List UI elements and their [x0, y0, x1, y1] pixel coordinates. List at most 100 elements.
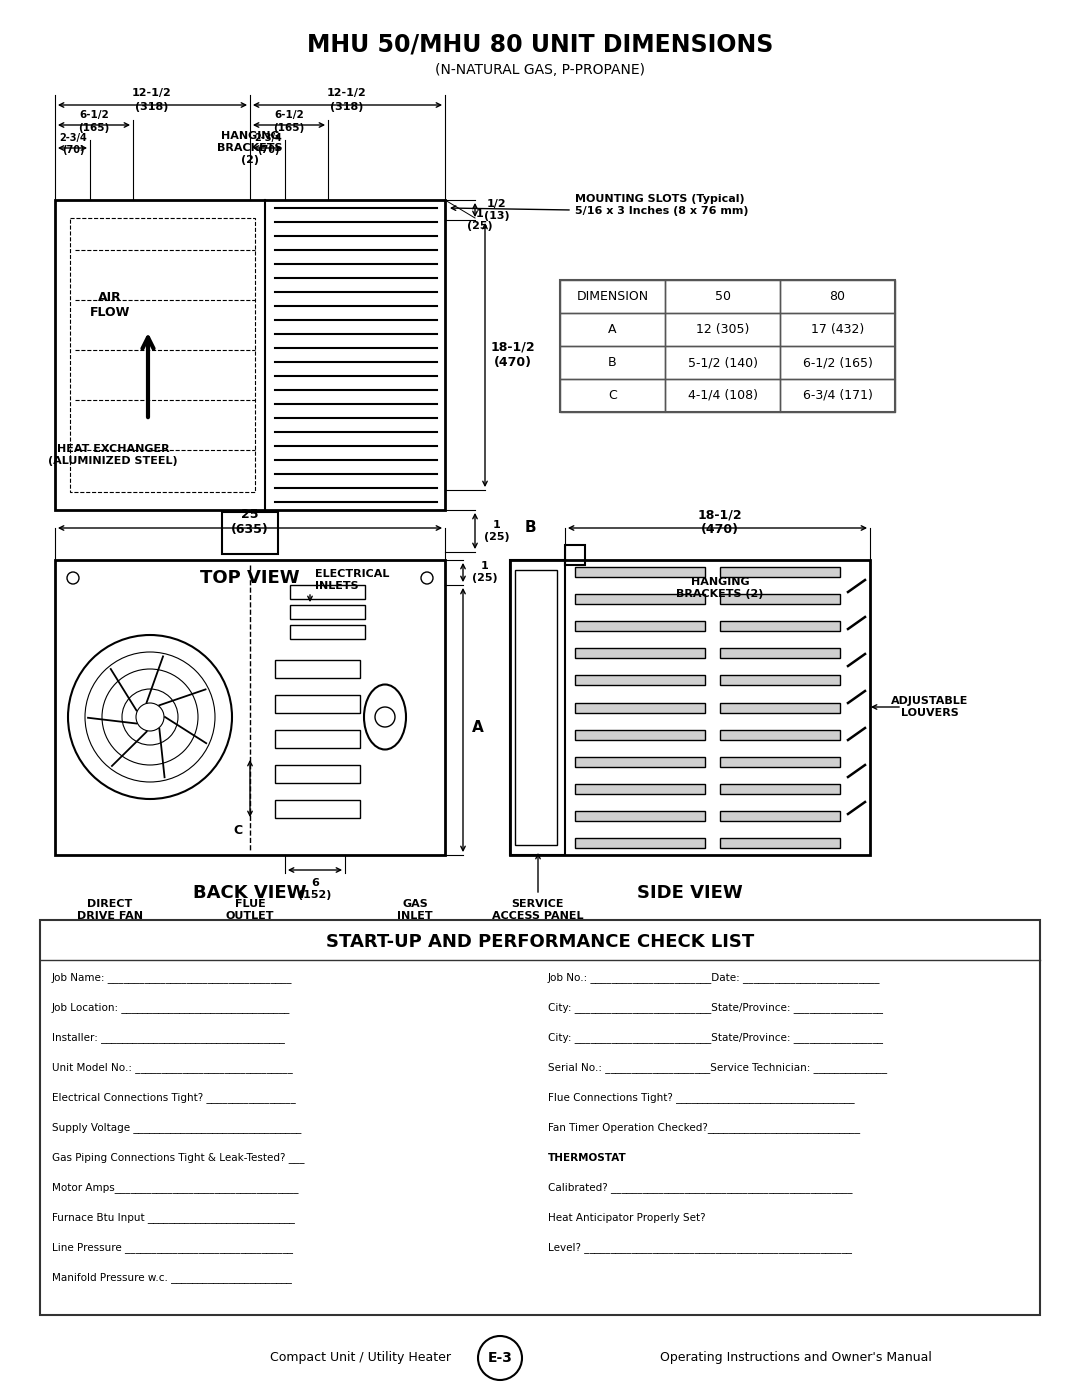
Bar [561, 379, 665, 412]
Text: 6-1/2: 6-1/2 [79, 110, 109, 120]
Text: 1
(25): 1 (25) [472, 562, 498, 583]
Text: Manifold Pressure w.c. _______________________: Manifold Pressure w.c. _________________… [52, 1273, 292, 1284]
Text: Job Name: ___________________________________: Job Name: ______________________________… [52, 972, 293, 983]
Bar [720, 838, 840, 848]
Bar [291, 585, 365, 599]
Bar [720, 622, 840, 631]
Text: TOP VIEW: TOP VIEW [200, 569, 300, 587]
Text: Line Pressure ________________________________: Line Pressure __________________________… [52, 1242, 293, 1253]
Bar [561, 313, 665, 346]
Bar [575, 567, 705, 577]
Text: 5-1/2 (140): 5-1/2 (140) [688, 356, 757, 369]
Text: 12-1/2: 12-1/2 [327, 88, 367, 98]
Bar [275, 766, 360, 782]
Bar [561, 279, 665, 313]
Text: (70): (70) [62, 145, 84, 155]
Bar [510, 560, 870, 855]
Bar [575, 703, 705, 712]
Text: Level? ___________________________________________________: Level? _________________________________… [548, 1242, 852, 1253]
Text: A: A [608, 323, 617, 337]
Bar [55, 560, 445, 855]
Text: City: __________________________State/Province: _________________: City: __________________________State/Pr… [548, 1032, 883, 1044]
Bar [575, 675, 705, 686]
Bar [291, 605, 365, 619]
Text: Unit Model No.: ______________________________: Unit Model No.: ________________________… [52, 1063, 293, 1073]
Text: GAS
INLET: GAS INLET [397, 900, 433, 921]
Text: ADJUSTABLE
LOUVERS: ADJUSTABLE LOUVERS [891, 696, 969, 718]
Text: 80: 80 [829, 291, 846, 303]
Text: START-UP AND PERFORMANCE CHECK LIST: START-UP AND PERFORMANCE CHECK LIST [326, 933, 754, 951]
Bar [575, 648, 705, 658]
Text: 25: 25 [241, 509, 259, 521]
Text: Motor Amps___________________________________: Motor Amps______________________________… [52, 1182, 298, 1193]
Text: DIMENSION: DIMENSION [577, 291, 649, 303]
Bar [780, 313, 895, 346]
Bar [720, 729, 840, 739]
Bar [291, 624, 365, 638]
Text: 2-3/4: 2-3/4 [59, 133, 86, 142]
Bar [275, 659, 360, 678]
Bar [665, 279, 780, 313]
Text: 1
(25): 1 (25) [468, 210, 492, 231]
Text: (470): (470) [701, 522, 739, 535]
Text: City: __________________________State/Province: _________________: City: __________________________State/Pr… [548, 1003, 883, 1013]
Bar [780, 379, 895, 412]
Text: (318): (318) [330, 102, 364, 112]
Text: A: A [472, 719, 484, 735]
Bar [720, 567, 840, 577]
Text: 6-1/2: 6-1/2 [274, 110, 303, 120]
Text: 17 (432): 17 (432) [811, 323, 864, 337]
Text: FLUE
OUTLET: FLUE OUTLET [226, 900, 274, 921]
Text: (165): (165) [273, 123, 305, 133]
Bar [275, 731, 360, 747]
Text: 18-1/2: 18-1/2 [698, 509, 742, 521]
Bar [561, 346, 665, 379]
Text: E-3: E-3 [487, 1351, 512, 1365]
Bar [565, 545, 585, 564]
Bar [575, 594, 705, 604]
Bar [515, 570, 557, 845]
Text: HEAT EXCHANGER
(ALUMINIZED STEEL): HEAT EXCHANGER (ALUMINIZED STEEL) [49, 444, 178, 465]
Bar [561, 279, 895, 412]
Text: (318): (318) [135, 102, 168, 112]
Text: Heat Anticipator Properly Set?: Heat Anticipator Properly Set? [548, 1213, 705, 1222]
Bar [780, 346, 895, 379]
Bar [720, 703, 840, 712]
Text: C: C [233, 823, 243, 837]
Bar [780, 279, 895, 313]
Text: 12 (305): 12 (305) [696, 323, 750, 337]
Text: B: B [608, 356, 617, 369]
Text: B: B [524, 521, 536, 535]
Text: THERMOSTAT: THERMOSTAT [548, 1153, 626, 1162]
Text: (N-NATURAL GAS, P-PROPANE): (N-NATURAL GAS, P-PROPANE) [435, 63, 645, 77]
Text: Job Location: ________________________________: Job Location: __________________________… [52, 1003, 291, 1013]
Text: Fan Timer Operation Checked?_____________________________: Fan Timer Operation Checked?____________… [548, 1123, 860, 1133]
Text: 18-1/2
(470): 18-1/2 (470) [490, 341, 536, 369]
Bar [575, 622, 705, 631]
Text: MHU 50/MHU 80 UNIT DIMENSIONS: MHU 50/MHU 80 UNIT DIMENSIONS [307, 34, 773, 57]
Text: Job No.: _______________________Date: __________________________: Job No.: _______________________Date: __… [548, 972, 880, 983]
Bar [720, 784, 840, 793]
Bar [222, 511, 278, 555]
Bar [275, 694, 360, 712]
Bar [275, 800, 360, 819]
Bar [720, 648, 840, 658]
Bar [575, 810, 705, 821]
Bar [720, 757, 840, 767]
Text: HANGING
BRACKETS
(2): HANGING BRACKETS (2) [217, 131, 283, 165]
Text: 6: 6 [311, 877, 319, 888]
Text: Electrical Connections Tight? _________________: Electrical Connections Tight? __________… [52, 1092, 296, 1104]
Text: (635): (635) [231, 522, 269, 535]
Text: 1/2
(13): 1/2 (13) [484, 200, 510, 221]
Bar [575, 838, 705, 848]
Text: 1
(25): 1 (25) [484, 520, 510, 542]
Text: 2-3/4: 2-3/4 [254, 133, 282, 142]
Text: Flue Connections Tight? __________________________________: Flue Connections Tight? ________________… [548, 1092, 854, 1104]
Text: BACK VIEW: BACK VIEW [193, 884, 307, 902]
Text: 4-1/4 (108): 4-1/4 (108) [688, 388, 757, 402]
Text: 12-1/2: 12-1/2 [132, 88, 172, 98]
Bar [720, 594, 840, 604]
Bar [55, 200, 445, 510]
Text: HANGING
BRACKETS (2): HANGING BRACKETS (2) [676, 577, 764, 599]
Text: SIDE VIEW: SIDE VIEW [637, 884, 743, 902]
